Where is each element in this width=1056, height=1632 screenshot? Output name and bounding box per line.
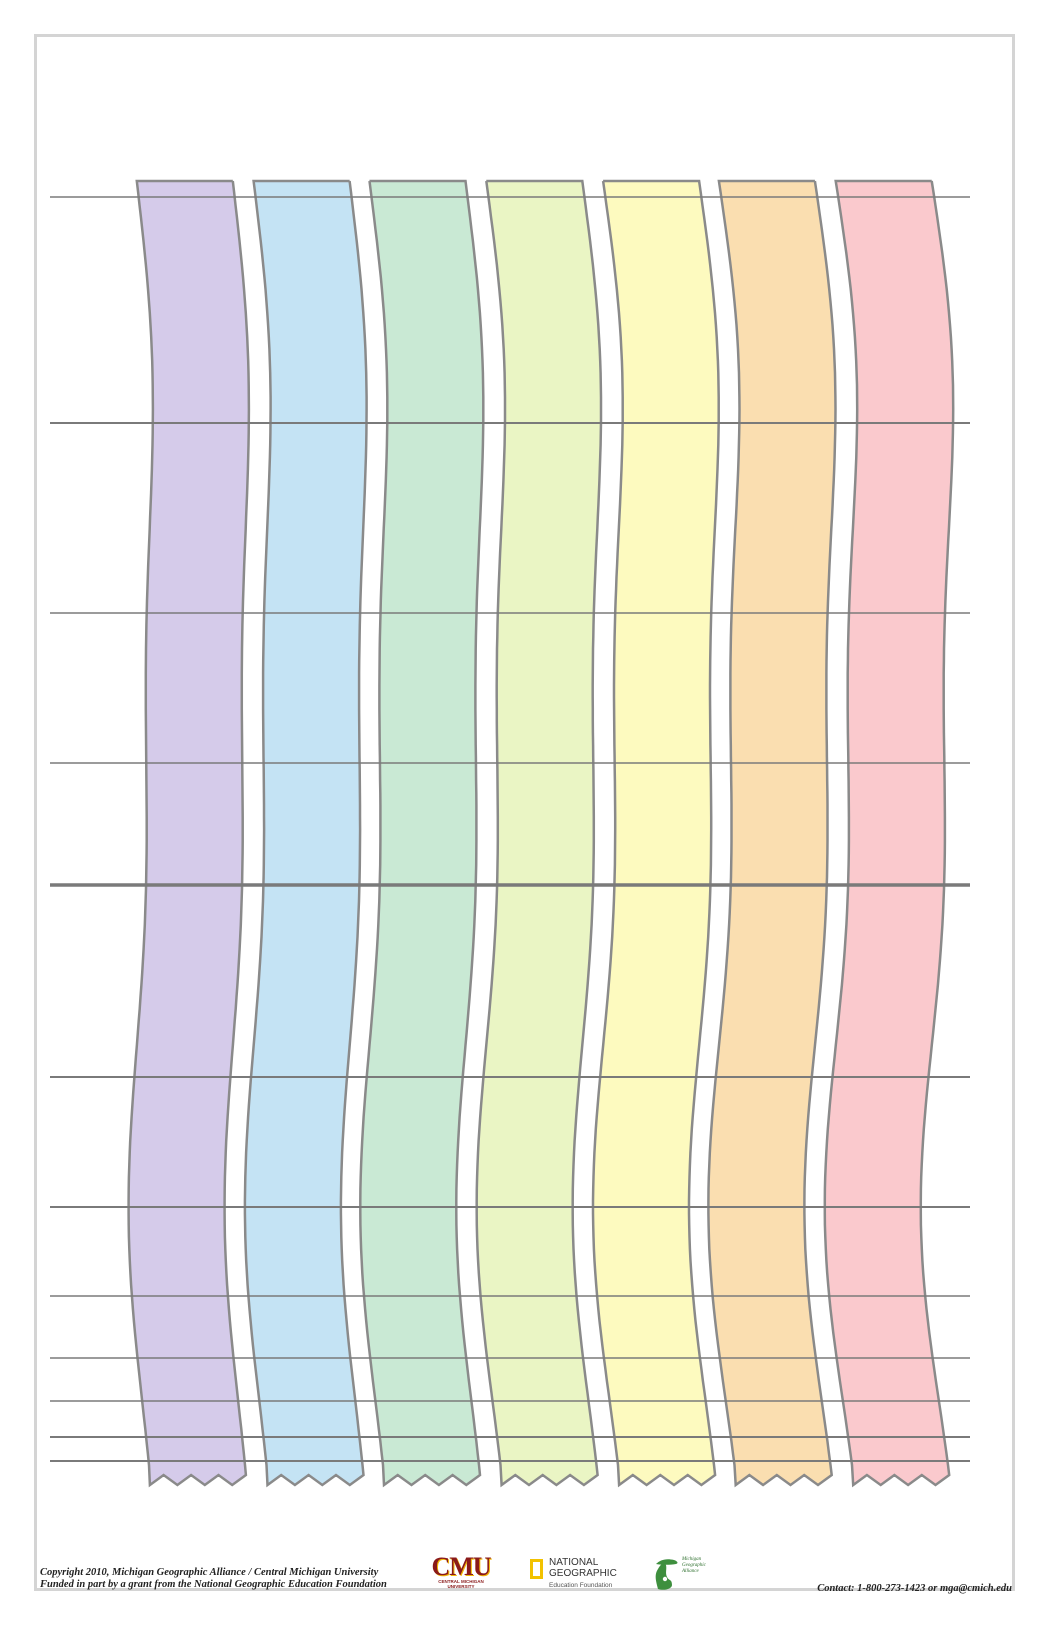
cmu-wordmark: CMU [431, 1552, 491, 1581]
ribbon-column-4 [475, 179, 603, 1488]
mga-line3: Alliance [682, 1569, 699, 1574]
national-geographic-logo: NATIONAL GEOGRAPHIC Education Foundation [530, 1557, 630, 1595]
contact-info: Contact: 1-800-273-1423 or mga@cmich.edu [817, 1583, 1012, 1594]
michigan-map-icon [655, 1559, 678, 1590]
ng-name-line2: GEOGRAPHIC [549, 1568, 617, 1579]
copyright-notice: Copyright 2010, Michigan Geographic Alli… [40, 1567, 387, 1591]
ribbon-column-7 [823, 179, 955, 1488]
mga-line2: Geographic [682, 1563, 706, 1568]
ribbon-layer [127, 179, 955, 1488]
funding-line: Funded in part by a grant from the Natio… [40, 1579, 387, 1590]
ribbon-column-6 [707, 179, 837, 1488]
ribbon-column-1 [127, 179, 251, 1488]
ribbon-column-3 [359, 179, 485, 1488]
ng-name-line1: NATIONAL [549, 1557, 599, 1568]
cmu-subtitle: CENTRAL MICHIGAN UNIVERSITY [438, 1579, 484, 1589]
mga-line1: Michigan [682, 1557, 702, 1562]
yellow-border-icon [530, 1559, 543, 1579]
cmu-logo: CMU CENTRAL MICHIGAN UNIVERSITY [430, 1552, 492, 1590]
ng-subtitle: Education Foundation [549, 1582, 613, 1589]
ribbon-column-5 [591, 179, 720, 1488]
mga-logo: Michigan Geographic Alliance [652, 1553, 722, 1593]
copyright-line: Copyright 2010, Michigan Geographic Alli… [40, 1567, 379, 1578]
rule-line-layer [50, 196, 970, 1462]
ribbon-column-2 [243, 179, 368, 1488]
